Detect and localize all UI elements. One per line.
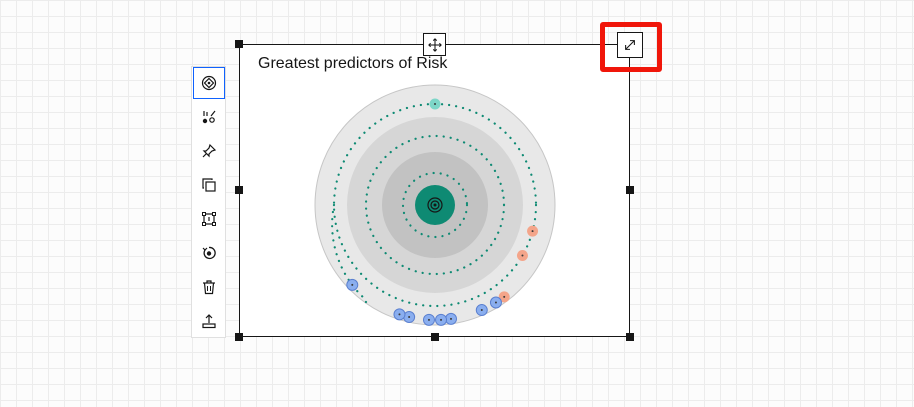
data-point-center-2: [531, 230, 534, 233]
resize-handle-bottom-right[interactable]: [626, 333, 634, 341]
data-point-center-8: [440, 318, 443, 321]
move-icon: [427, 37, 442, 52]
card-toolbar: [191, 66, 226, 338]
resize-handle-bottom-left[interactable]: [235, 333, 243, 341]
radial-chart: [314, 84, 556, 326]
duplicate-icon: [202, 178, 216, 192]
expand-highlight: [600, 22, 662, 72]
data-point-center-5: [494, 301, 497, 304]
rerun-button[interactable]: [193, 237, 225, 269]
data-point-center-1: [434, 103, 436, 105]
resize-handle-bottom[interactable]: [431, 333, 439, 341]
ai-explain-button[interactable]: [193, 67, 225, 99]
rerun-icon: [202, 246, 216, 260]
data-point-center-7: [450, 317, 453, 320]
pin-icon: [202, 143, 217, 158]
group-button[interactable]: [193, 203, 225, 235]
export-icon: [202, 314, 216, 329]
chart-settings-icon: [202, 110, 216, 124]
center-target-dot: [433, 203, 437, 207]
expand-icon: [625, 40, 635, 50]
delete-button[interactable]: [193, 271, 225, 303]
resize-handle-top-left[interactable]: [235, 40, 243, 48]
orbit-tail: [331, 203, 368, 304]
data-point-center-9: [427, 318, 430, 321]
chart-settings-button[interactable]: [193, 101, 225, 133]
resize-handle-right[interactable]: [626, 186, 634, 194]
resize-handle-left[interactable]: [235, 186, 243, 194]
ai-explain-icon: [201, 75, 217, 91]
data-point-center-6: [480, 309, 483, 312]
data-point-center-3: [521, 254, 524, 257]
duplicate-button[interactable]: [193, 169, 225, 201]
data-point-center-12: [351, 283, 354, 286]
data-point-center-11: [398, 313, 401, 316]
orbit-2: [364, 134, 506, 276]
pin-button[interactable]: [193, 135, 225, 167]
data-point-center-4: [503, 295, 506, 298]
group-icon: [202, 212, 216, 226]
card-title: Greatest predictors of Risk: [258, 55, 448, 72]
center-target-mid: [430, 200, 440, 210]
move-button[interactable]: [423, 33, 446, 56]
data-point-center-10: [408, 316, 411, 319]
orbit-1: [401, 171, 469, 239]
trash-icon: [203, 280, 215, 295]
center-target-outer: [427, 197, 443, 213]
expand-button[interactable]: [617, 32, 643, 58]
export-button[interactable]: [193, 305, 225, 337]
